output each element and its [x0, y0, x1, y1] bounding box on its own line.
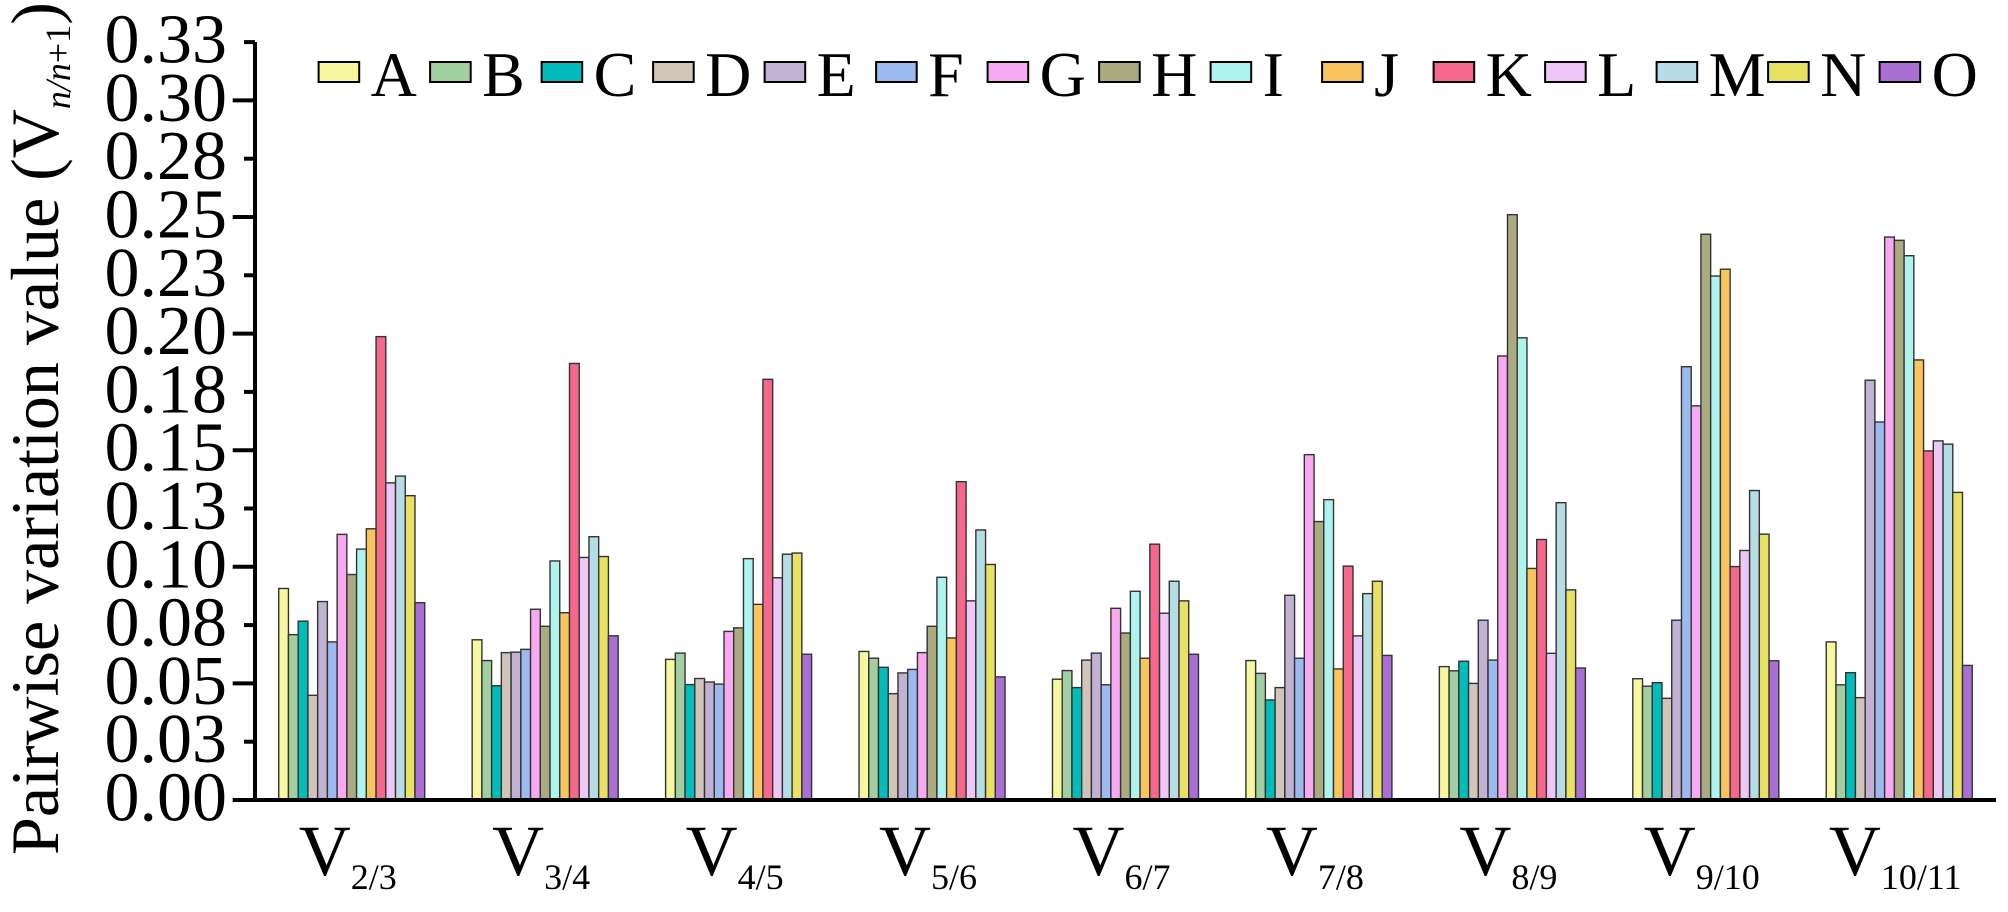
svg-text:L: L [1597, 39, 1636, 110]
svg-text:0.10: 0.10 [105, 526, 228, 603]
svg-text:0.05: 0.05 [105, 643, 228, 720]
svg-text:0.03: 0.03 [105, 701, 228, 778]
svg-text:F: F [928, 39, 964, 110]
svg-text:I: I [1263, 39, 1284, 110]
svg-text:0.00: 0.00 [105, 760, 228, 837]
svg-text:0.25: 0.25 [105, 177, 228, 254]
svg-text:0.08: 0.08 [105, 585, 228, 662]
svg-text:G: G [1040, 39, 1086, 110]
svg-text:C: C [594, 39, 637, 110]
svg-text:J: J [1374, 39, 1399, 110]
svg-text:0.18: 0.18 [105, 351, 228, 428]
svg-text:0.28: 0.28 [105, 118, 228, 195]
svg-text:A: A [371, 39, 417, 110]
svg-text:0.20: 0.20 [105, 293, 228, 370]
svg-text:E: E [817, 39, 856, 110]
svg-text:0.33: 0.33 [105, 2, 228, 79]
svg-text:0.13: 0.13 [105, 468, 228, 545]
svg-text:D: D [705, 39, 751, 110]
svg-text:0.23: 0.23 [105, 235, 228, 312]
svg-text:0.30: 0.30 [105, 60, 228, 137]
svg-text:O: O [1932, 39, 1978, 110]
svg-text:H: H [1151, 39, 1197, 110]
svg-text:B: B [482, 39, 525, 110]
svg-text:K: K [1486, 39, 1532, 110]
svg-text:Pairwise variation value (Vn/n: Pairwise variation value (Vn/n+1) [0, 2, 78, 855]
svg-text:M: M [1709, 39, 1766, 110]
svg-text:N: N [1820, 39, 1866, 110]
svg-text:0.15: 0.15 [105, 410, 228, 487]
